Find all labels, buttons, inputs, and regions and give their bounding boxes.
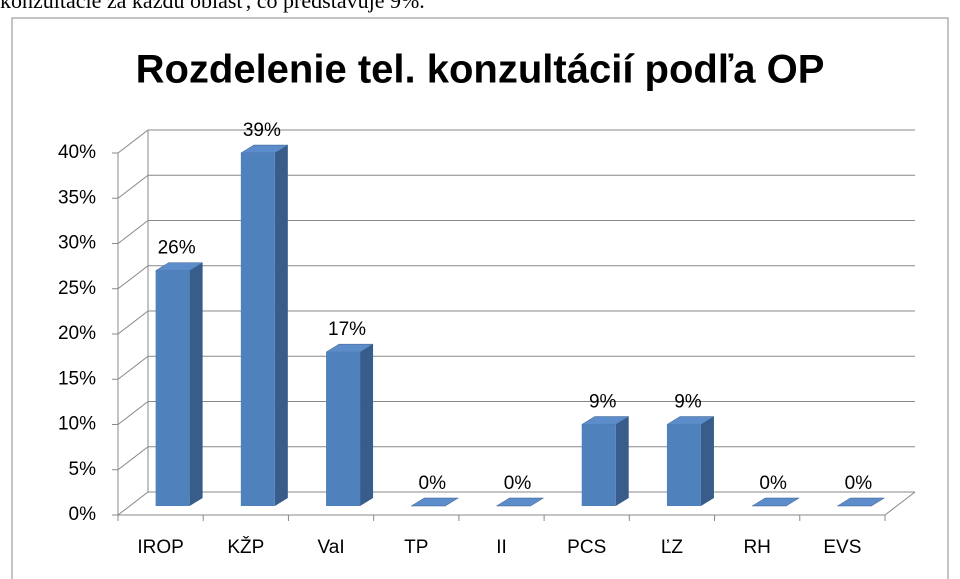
bar (666, 424, 701, 506)
bar-top (836, 497, 886, 507)
y-tick-label: 5% (69, 459, 97, 480)
bar (581, 424, 616, 506)
y-tick-label: 20% (58, 323, 96, 344)
x-tick-label: II (496, 537, 507, 558)
bar-side (700, 416, 714, 506)
data-label: 26% (158, 238, 196, 259)
y-tick-label: 35% (58, 187, 96, 208)
bar-side (274, 145, 288, 507)
data-label: 17% (328, 319, 366, 340)
grid-line (117, 220, 915, 244)
x-tick-label: PCS (567, 537, 606, 558)
grid-line (117, 129, 915, 154)
grid-line (117, 174, 915, 199)
intro-text: konzultácie za každú oblasť, čo predstav… (0, 0, 425, 13)
y-tick-label: 30% (58, 233, 96, 254)
grid-line (117, 265, 915, 290)
bar-side (189, 262, 203, 506)
data-label: 0% (419, 473, 447, 494)
data-label: 0% (504, 473, 532, 494)
y-tick-label: 0% (69, 504, 97, 525)
y-tick-label: 40% (58, 142, 96, 163)
bar-top (751, 497, 801, 507)
data-label: 9% (674, 392, 702, 413)
grid-line (117, 491, 915, 516)
grid-line (117, 310, 915, 335)
grid-line (117, 355, 915, 380)
y-tick-label: 10% (58, 414, 96, 435)
y-tick-label: 15% (58, 368, 96, 389)
x-tick-label: IROP (137, 537, 183, 558)
chart-border (11, 17, 949, 579)
x-tick-label: EVS (823, 537, 861, 558)
bar-side (360, 344, 374, 506)
x-tick-label: VaI (318, 537, 345, 558)
data-label: 39% (243, 120, 281, 141)
y-tick-label: 25% (58, 278, 96, 299)
data-label: 0% (759, 473, 787, 494)
bar (326, 352, 361, 506)
data-label: 0% (845, 473, 873, 494)
x-tick-label: TP (404, 537, 428, 558)
x-tick-label: ĽZ (661, 537, 684, 558)
grid-line (117, 446, 915, 471)
chart-title: Rozdelenie tel. konzultácií podľa OP (136, 48, 825, 92)
bar-top (495, 497, 545, 507)
bar (155, 270, 190, 506)
bar-top (410, 497, 460, 507)
data-label: 9% (589, 392, 617, 413)
bar (240, 153, 275, 507)
bar-side (615, 416, 629, 506)
grid-line (117, 401, 915, 425)
x-tick-label: KŽP (227, 536, 264, 558)
x-tick-label: RH (743, 537, 770, 558)
